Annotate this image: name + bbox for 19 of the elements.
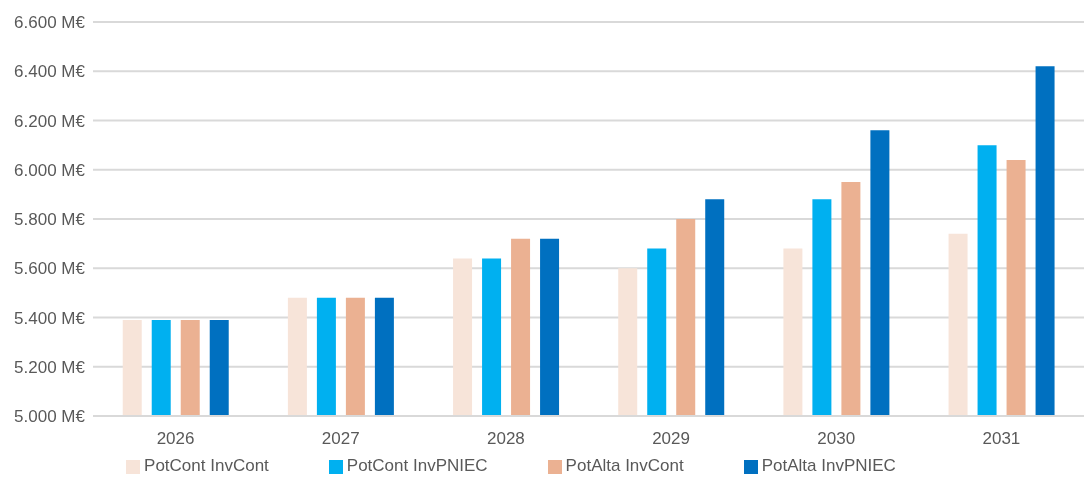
y-tick-label: 5.800 M€ — [14, 210, 86, 230]
y-tick-label: 5.200 M€ — [14, 357, 86, 377]
y-tick-label: 6.400 M€ — [14, 62, 86, 82]
y-tick-label: 6.600 M€ — [14, 13, 86, 33]
x-tick-label: 2031 — [982, 429, 1021, 449]
y-tick-label: 5.400 M€ — [14, 308, 86, 328]
legend-label: PotAlta InvCont — [565, 456, 684, 475]
legend-label: PotAlta InvPNIEC — [761, 456, 896, 475]
x-tick-label: 2026 — [156, 429, 195, 449]
y-tick-label: 6.200 M€ — [14, 111, 86, 131]
x-tick-label: 2028 — [487, 429, 525, 449]
x-tick-label: 2027 — [321, 429, 360, 449]
x-tick-label: 2030 — [817, 429, 856, 449]
y-tick-label: 6.000 M€ — [14, 160, 86, 180]
y-tick-label: 5.000 M€ — [14, 407, 86, 427]
legend-label: PotCont InvCont — [144, 456, 269, 475]
y-tick-label: 5.600 M€ — [14, 259, 86, 279]
legend-label: PotCont InvPNIEC — [346, 456, 488, 475]
x-tick-label: 2029 — [652, 429, 690, 449]
